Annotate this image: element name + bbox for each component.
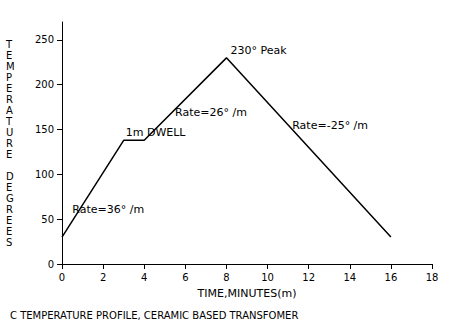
svg-text:E: E	[6, 83, 12, 94]
svg-text:16: 16	[385, 272, 398, 283]
svg-text:1m DWELL: 1m DWELL	[126, 126, 187, 139]
svg-text:0: 0	[59, 272, 65, 283]
svg-text:Rate=-25° /m: Rate=-25° /m	[292, 119, 368, 132]
svg-text:T: T	[5, 39, 13, 50]
svg-text:TIME,MINUTES(m): TIME,MINUTES(m)	[197, 287, 297, 300]
svg-text:E: E	[6, 182, 12, 193]
svg-text:D: D	[6, 171, 14, 182]
svg-text:230° Peak: 230° Peak	[231, 44, 288, 57]
svg-text:R: R	[6, 94, 13, 105]
svg-text:G: G	[6, 193, 14, 204]
svg-text:U: U	[6, 127, 13, 138]
svg-text:0: 0	[48, 259, 54, 270]
svg-text:14: 14	[343, 272, 356, 283]
svg-text:4: 4	[141, 272, 147, 283]
svg-text:R: R	[6, 138, 13, 149]
svg-text:250: 250	[35, 34, 54, 45]
svg-text:R: R	[6, 204, 13, 215]
svg-text:Rate=26° /m: Rate=26° /m	[175, 106, 247, 119]
svg-text:18: 18	[426, 272, 439, 283]
svg-text:200: 200	[35, 79, 54, 90]
svg-text:12: 12	[302, 272, 315, 283]
svg-text:C TEMPERATURE PROFILE, CERAMIC: C TEMPERATURE PROFILE, CERAMIC BASED TRA…	[10, 310, 298, 321]
svg-text:50: 50	[41, 214, 54, 225]
svg-text:150: 150	[35, 124, 54, 135]
svg-text:E: E	[6, 149, 12, 160]
svg-text:2: 2	[100, 272, 106, 283]
svg-text:E: E	[6, 50, 12, 61]
svg-text:P: P	[6, 72, 12, 83]
svg-text:E: E	[6, 215, 12, 226]
svg-text:E: E	[6, 226, 12, 237]
svg-text:Rate=36° /m: Rate=36° /m	[72, 203, 144, 216]
svg-text:T: T	[5, 116, 13, 127]
svg-text:S: S	[6, 237, 12, 248]
svg-text:M: M	[6, 61, 15, 72]
svg-text:6: 6	[182, 272, 188, 283]
svg-text:8: 8	[223, 272, 229, 283]
svg-text:10: 10	[261, 272, 274, 283]
svg-text:A: A	[6, 105, 13, 116]
svg-text:100: 100	[35, 169, 54, 180]
